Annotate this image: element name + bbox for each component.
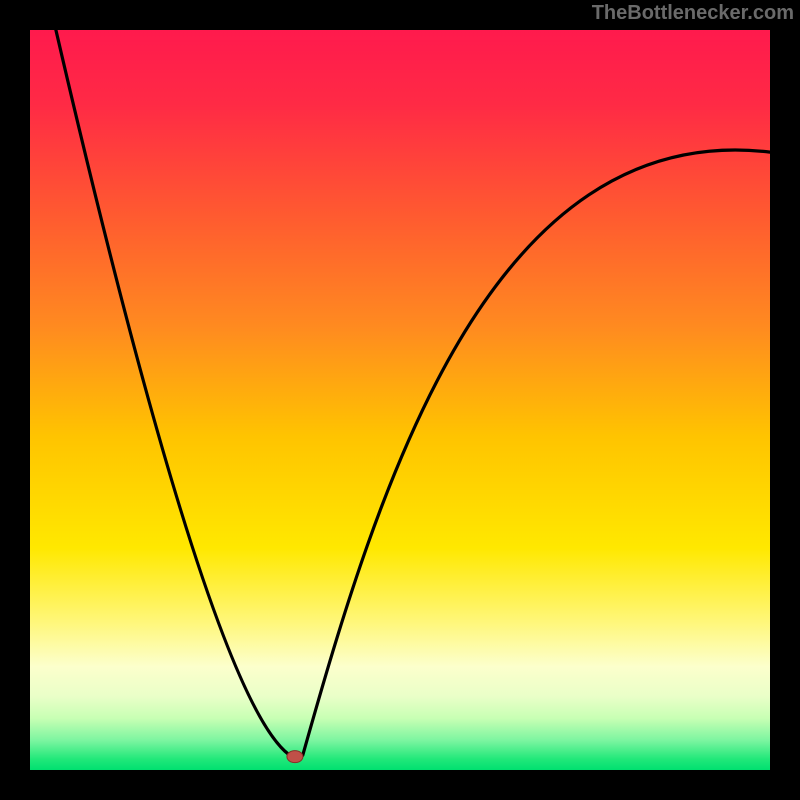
- chart-svg: [0, 0, 800, 800]
- watermark-text: TheBottlenecker.com: [592, 2, 794, 25]
- minimum-marker: [287, 751, 303, 763]
- chart-container: TheBottlenecker.com: [0, 0, 800, 800]
- plot-area: [30, 30, 770, 770]
